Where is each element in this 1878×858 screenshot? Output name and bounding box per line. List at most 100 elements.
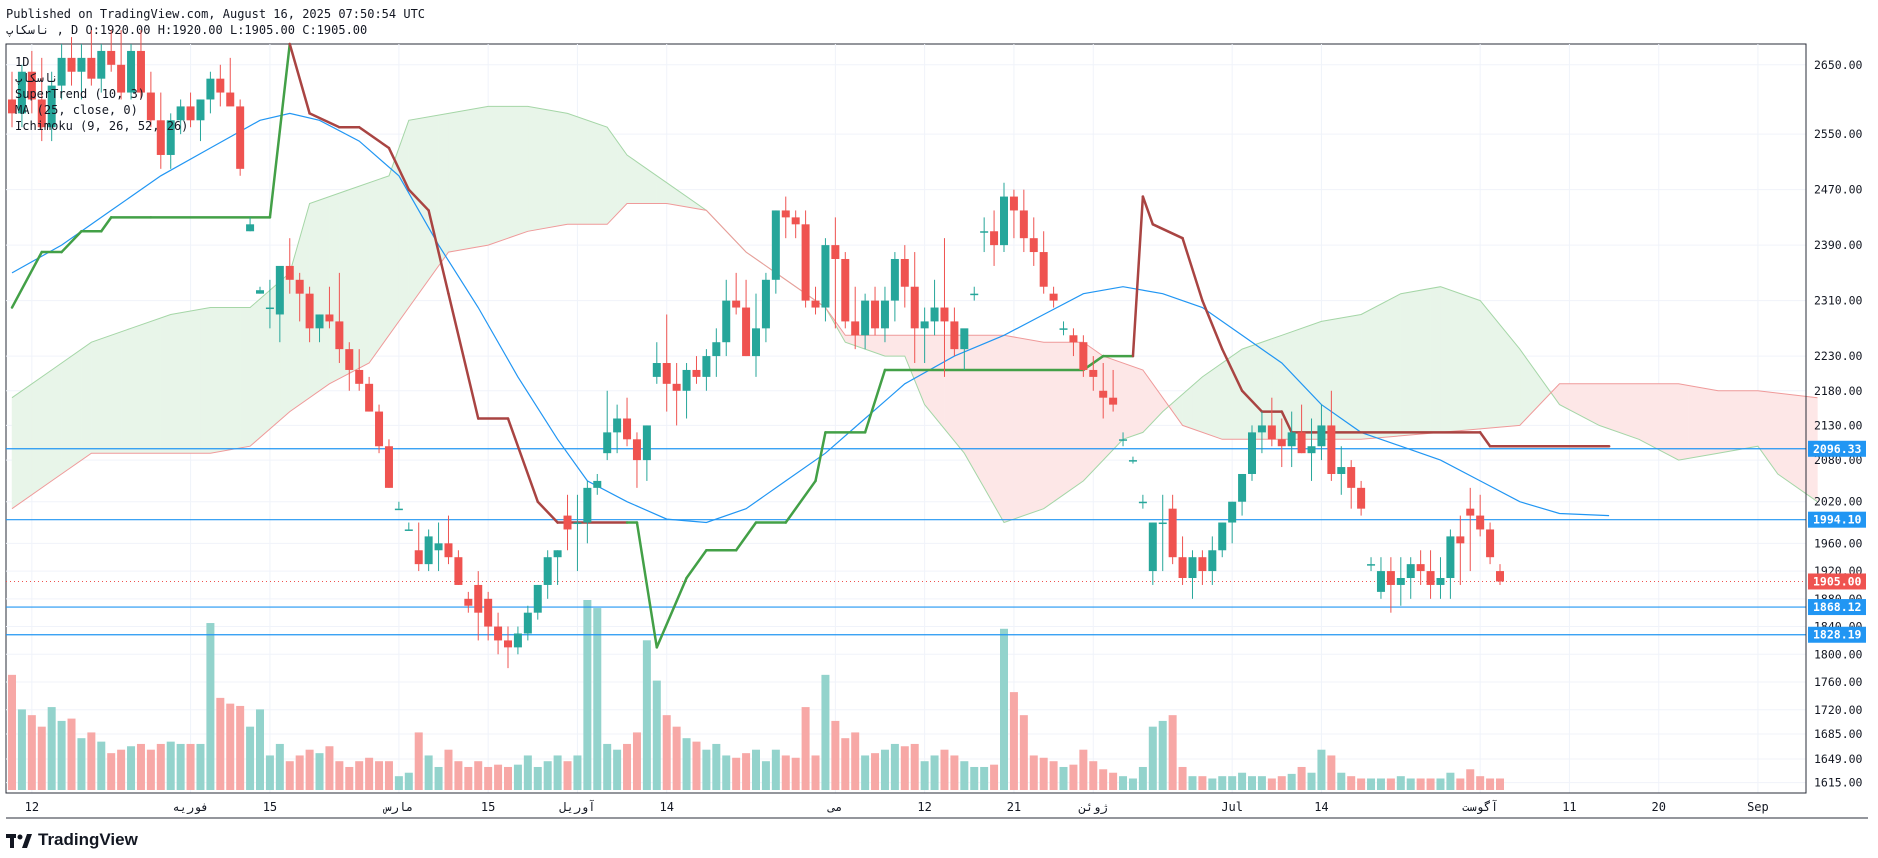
candle-body [662, 363, 671, 384]
cloud-segment [61, 355, 72, 475]
volume-bar [97, 741, 106, 790]
volume-bar [1307, 772, 1316, 790]
candle [226, 57, 235, 107]
candle-body [156, 120, 165, 155]
candle-body [1446, 536, 1455, 579]
candle [384, 439, 393, 488]
candle [1019, 189, 1028, 253]
candle-body [295, 279, 304, 294]
candle [87, 30, 96, 86]
candle-body [1138, 501, 1147, 504]
candle-body [533, 584, 542, 613]
candle [454, 550, 463, 585]
candle-body [1257, 425, 1266, 433]
cloud-segment [1023, 338, 1035, 516]
chart-header: Published on TradingView.com, August 16,… [6, 6, 425, 38]
candle [216, 64, 225, 107]
candle [692, 356, 701, 384]
volume-bar [910, 743, 919, 790]
candle-body [761, 279, 770, 329]
candle [712, 328, 721, 377]
volume-bar [1406, 778, 1415, 790]
candle-body [1109, 397, 1118, 405]
volume-bar [156, 743, 165, 790]
cloud-segment [1261, 338, 1273, 440]
ichimoku-span-a [11, 105, 1818, 524]
volume-bar [1000, 628, 1008, 790]
cloud-segment [448, 111, 459, 253]
candle-body [434, 543, 443, 551]
volume-bar [1188, 776, 1197, 790]
price-tick-label: 2020.00 [1814, 495, 1863, 509]
candle [1248, 425, 1256, 481]
supertrend-segment [100, 216, 113, 233]
cloud-segment [1013, 336, 1025, 520]
candle-body [394, 508, 403, 511]
candle-body [226, 92, 235, 107]
cloud-segment [1440, 286, 1451, 433]
cloud-segment [110, 331, 122, 454]
candle [1069, 328, 1078, 357]
volume-bar [236, 705, 245, 790]
cloud-segment [1608, 383, 1620, 433]
cloud-segment [130, 324, 142, 454]
candle-body [117, 64, 126, 93]
volume-bar [1109, 772, 1118, 790]
volume-bar [1376, 778, 1385, 790]
volume-bar [265, 755, 274, 790]
volume-bar [325, 746, 334, 790]
cloud-segment [408, 118, 419, 309]
cloud-segment [31, 376, 43, 496]
volume-bar [295, 755, 304, 790]
cloud-segment [537, 107, 548, 230]
cloud-segment [1122, 362, 1134, 440]
candle [176, 99, 185, 135]
candle-body [563, 515, 572, 530]
candle-body [1248, 432, 1256, 474]
candle [295, 272, 304, 322]
candle [533, 584, 542, 620]
volume-bar [970, 766, 979, 790]
cloud-segment [358, 182, 370, 369]
supertrend-segment [506, 417, 540, 503]
candle-body [543, 557, 552, 585]
time-tick-label: فوریه [172, 800, 208, 815]
candle-body [712, 342, 721, 357]
volume-bar [603, 743, 612, 790]
cloud-segment [160, 314, 171, 454]
cloud-segment [1420, 288, 1431, 435]
cloud-segment [1033, 340, 1044, 513]
volume-bar [1297, 766, 1306, 790]
price-tick-label: 1649.00 [1814, 752, 1863, 766]
candle [1337, 446, 1346, 495]
volume-bar [811, 755, 820, 790]
volume-bar [1446, 772, 1455, 790]
candle [1287, 411, 1296, 468]
candle [990, 210, 999, 266]
candle [1297, 404, 1306, 454]
supertrend-segment [1201, 299, 1224, 351]
supertrend-segment [784, 479, 817, 524]
candle-body [325, 314, 334, 322]
volume-bar [1277, 776, 1286, 790]
candle-body [345, 349, 354, 370]
candle-body [246, 224, 255, 232]
candle [136, 30, 145, 100]
candle-body [801, 224, 810, 301]
volume-bar [394, 776, 403, 790]
candle [722, 279, 731, 357]
volume-bar [890, 743, 899, 790]
volume-bar [1238, 772, 1247, 790]
candle-body [652, 363, 661, 377]
candle-body [8, 99, 16, 114]
supertrend-segment [407, 188, 430, 212]
cloud-segment [944, 335, 955, 442]
candle-body [484, 598, 493, 627]
cloud-segment [319, 196, 330, 392]
volume-bar [1386, 778, 1395, 790]
volume-bar [990, 764, 999, 790]
supertrend-segment [308, 112, 341, 129]
cloud-segment [1102, 355, 1114, 461]
tradingview-logo-icon [6, 833, 32, 848]
